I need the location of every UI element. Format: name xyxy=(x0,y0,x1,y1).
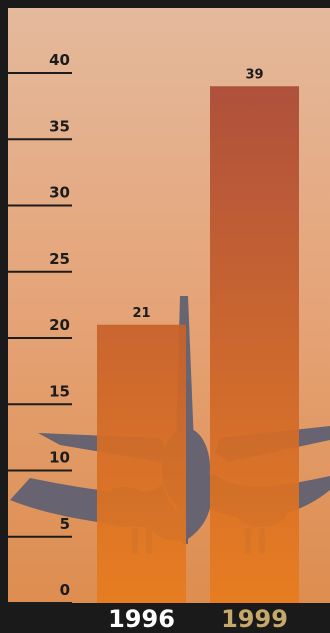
y-tick-label-40: 40 xyxy=(49,51,70,69)
y-tick-label-35: 35 xyxy=(49,117,70,135)
bar-1999 xyxy=(210,86,299,603)
data-label-1996: 21 xyxy=(132,306,150,321)
y-tick-label-20: 20 xyxy=(49,316,70,334)
y-tick-label-15: 15 xyxy=(49,382,70,400)
category-label-1999: 1999 xyxy=(221,605,288,633)
bar-1996 xyxy=(97,324,186,603)
y-tick-label-5: 5 xyxy=(60,515,70,533)
category-label-1996: 1996 xyxy=(108,605,175,633)
y-tick-label-25: 25 xyxy=(49,250,70,268)
data-label-1999: 39 xyxy=(245,67,263,82)
y-tick-label-10: 10 xyxy=(49,449,70,467)
y-tick-label-30: 30 xyxy=(49,184,70,202)
y-tick-label-0: 0 xyxy=(60,581,70,599)
